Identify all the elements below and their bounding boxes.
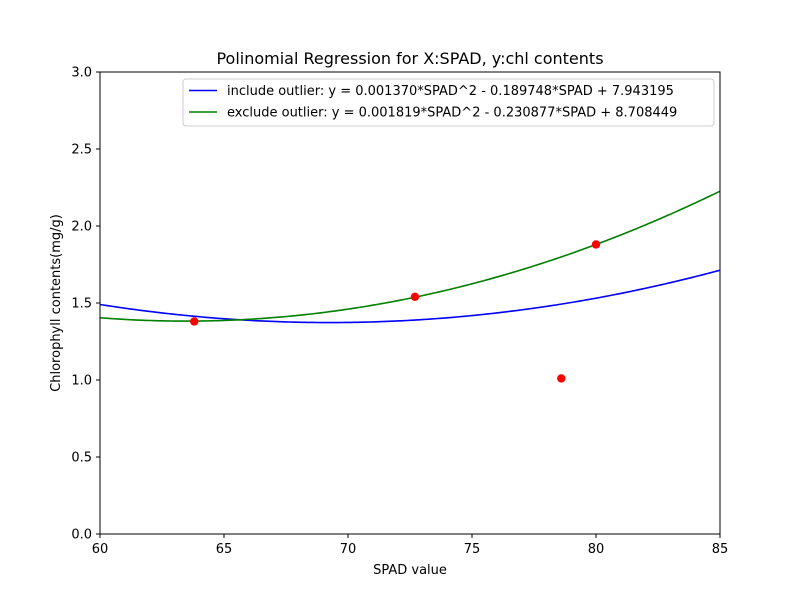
data-point: [190, 317, 199, 326]
y-axis: 0.0 0.5 1.0 1.5 2.0 2.5 3.0: [71, 66, 100, 543]
x-tick-label: 70: [340, 542, 357, 557]
y-tick-label: 1.0: [71, 374, 92, 389]
y-tick-label: 0.5: [71, 451, 92, 466]
x-axis-label: SPAD value: [373, 563, 447, 578]
y-tick-label: 1.5: [71, 297, 92, 312]
legend-box: [182, 78, 715, 127]
x-tick-label: 75: [464, 542, 481, 557]
series-line-1: [100, 269, 720, 324]
legend: include outlier: y = 0.001370*SPAD^2 - 0…: [182, 78, 715, 127]
legend-label-2: exclude outlier: y = 0.001819*SPAD^2 - 0…: [227, 106, 677, 121]
y-tick-label: 0.0: [71, 528, 92, 543]
series-line-2: [100, 190, 720, 322]
x-axis: 60 65 70 75 80 85: [92, 534, 729, 557]
x-tick-label: 60: [92, 542, 109, 557]
y-axis-label: Chlorophyll contents(mg/g): [49, 214, 64, 392]
y-tick-label: 2.5: [71, 143, 92, 158]
curve-layer: [100, 190, 720, 324]
points-layer: [190, 240, 601, 383]
x-tick-label: 80: [588, 542, 605, 557]
data-point: [410, 292, 420, 302]
x-tick-label: 85: [712, 542, 729, 557]
legend-label-1: include outlier: y = 0.001370*SPAD^2 - 0…: [227, 84, 674, 99]
data-point: [557, 374, 566, 383]
y-tick-label: 3.0: [71, 66, 92, 81]
data-point: [591, 240, 601, 249]
chart-title: Polinomial Regression for X:SPAD, y:chl …: [216, 49, 603, 68]
x-tick-label: 65: [216, 542, 233, 557]
y-tick-label: 2.0: [71, 220, 92, 235]
